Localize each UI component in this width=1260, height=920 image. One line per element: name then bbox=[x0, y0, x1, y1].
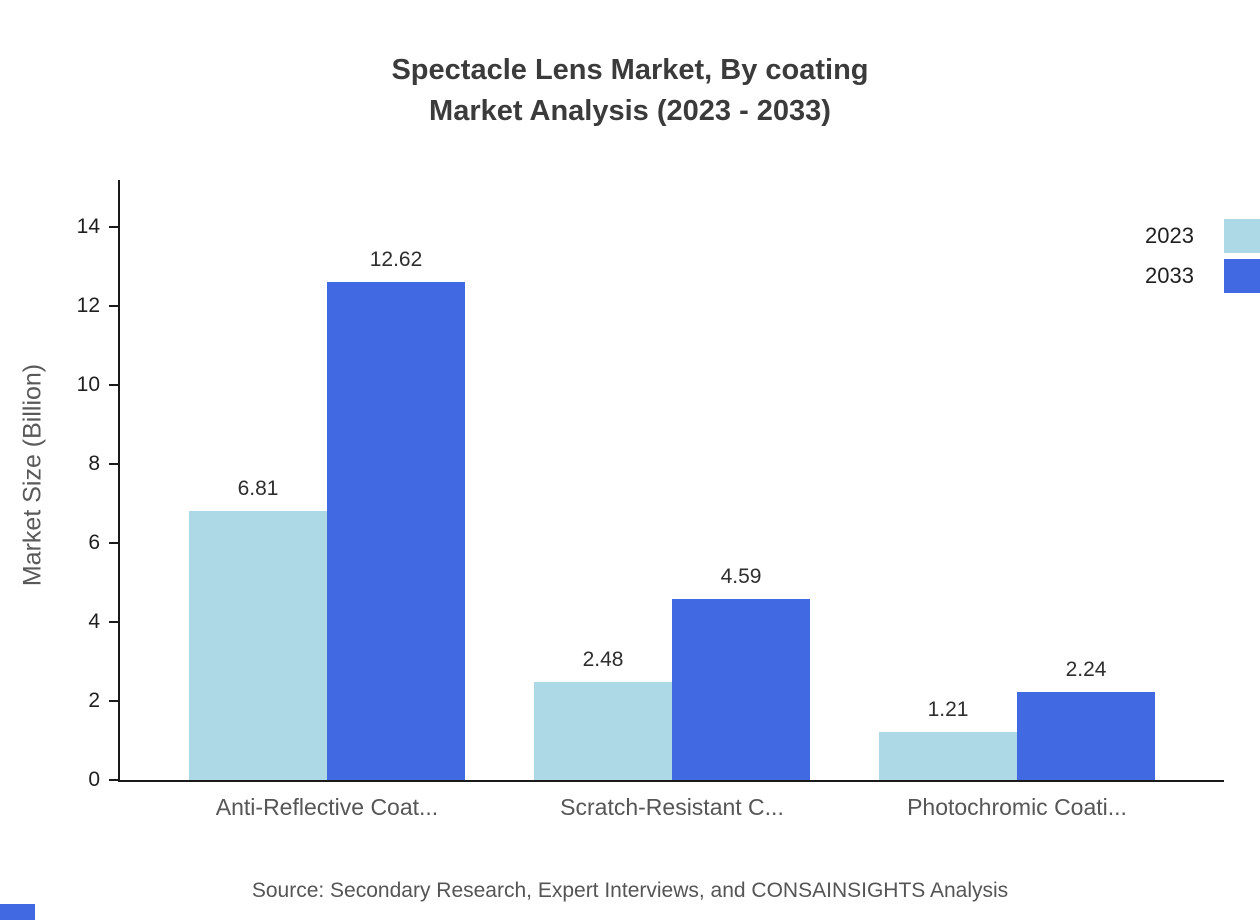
bar-value-label: 2.24 bbox=[1065, 657, 1107, 681]
bar-2023-3 bbox=[879, 732, 1017, 780]
chart-title-line1: Spectacle Lens Market, By coating bbox=[391, 54, 869, 86]
legend-item-2033: 2033 bbox=[1145, 259, 1260, 293]
category-label: Photochromic Coati... bbox=[907, 794, 1127, 820]
bar-2023-1 bbox=[189, 511, 327, 780]
y-tick-label: 14 bbox=[76, 215, 100, 239]
y-tick-mark bbox=[109, 384, 118, 387]
legend: 2023 2033 bbox=[1145, 219, 1260, 299]
y-tick-mark bbox=[109, 779, 118, 781]
corner-brand-mark bbox=[0, 904, 35, 920]
y-tick-label: 0 bbox=[88, 768, 100, 791]
bar-value-label: 2.48 bbox=[582, 648, 624, 672]
category-label: Anti-Reflective Coat... bbox=[215, 794, 439, 820]
bar-value-label: 12.62 bbox=[369, 247, 423, 271]
legend-label: 2023 bbox=[1145, 223, 1194, 248]
y-tick-label: 4 bbox=[88, 610, 100, 634]
y-tick-mark bbox=[109, 226, 118, 229]
bar-2033-3 bbox=[1017, 691, 1155, 780]
y-tick-mark bbox=[109, 542, 118, 545]
bar-value-label: 4.59 bbox=[720, 564, 762, 588]
legend-item-2023: 2023 bbox=[1145, 219, 1260, 253]
y-tick-label: 10 bbox=[76, 373, 100, 397]
y-tick-mark bbox=[109, 305, 118, 308]
category-label: Scratch-Resistant C... bbox=[560, 794, 784, 820]
y-tick-label: 2 bbox=[88, 689, 100, 713]
y-tick-label: 6 bbox=[88, 531, 100, 555]
plot-area: 0 2 4 6 8 10 12 14 6.81 12.62 Anti-Reflective Coat… bbox=[77, 180, 1224, 820]
source-note: Source: Secondary Research, Expert Inter… bbox=[251, 879, 1009, 902]
chart-title: Spectacle Lens Market, By coating Market… bbox=[0, 50, 1260, 132]
chart-title-line2: Market Analysis (2023 - 2033) bbox=[429, 95, 831, 127]
legend-swatch-2023 bbox=[1224, 219, 1260, 253]
y-tick-mark bbox=[109, 700, 118, 703]
legend-label: 2033 bbox=[1145, 263, 1194, 288]
y-axis-label: Market Size (Billion) bbox=[18, 363, 47, 587]
y-tick-mark bbox=[109, 463, 118, 466]
legend-swatch-2033 bbox=[1224, 259, 1260, 293]
bar-value-label: 1.21 bbox=[927, 698, 969, 722]
y-tick-label: 12 bbox=[76, 294, 100, 318]
bar-2033-2 bbox=[672, 598, 810, 780]
bar-2023-2 bbox=[534, 682, 672, 780]
bar-value-label: 6.81 bbox=[237, 477, 279, 501]
bar-2033-1 bbox=[327, 281, 465, 780]
y-tick-label: 8 bbox=[88, 452, 100, 476]
y-tick-mark bbox=[109, 621, 118, 624]
